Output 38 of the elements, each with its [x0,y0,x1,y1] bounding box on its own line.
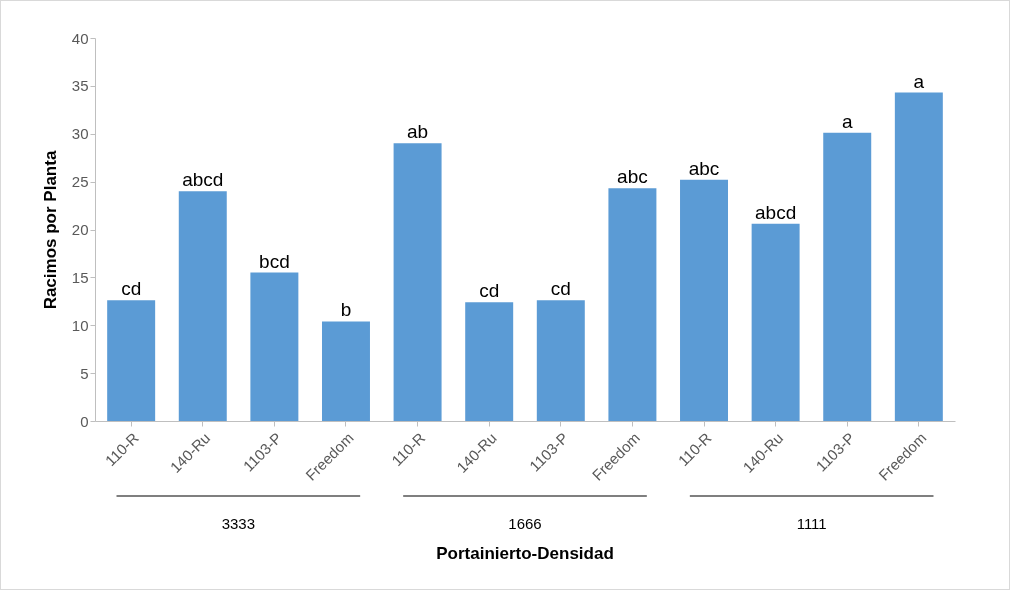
y-tick-label: 0 [80,412,89,430]
bar [250,272,299,421]
text: 3333 [221,515,256,532]
bar [393,143,442,421]
data-label: cd [479,280,500,302]
bar [823,132,872,421]
y-tick-label: 30 [71,125,89,143]
bar [751,223,800,421]
y-tick-label: 5 [80,364,89,382]
y-tick-label: 35 [71,77,89,95]
bar [536,300,585,421]
bar [321,321,370,421]
y-tick-label: 10 [71,316,89,334]
data-label: abcd [755,201,797,223]
data-label: a [841,110,853,132]
y-tick-label: 40 [71,29,89,47]
data-label: cd [121,278,142,300]
data-label: bcd [259,250,290,272]
y-axis-title: Racimos por Planta [40,150,60,310]
x-axis-title: Portainierto-Densidad [436,544,614,563]
data-label: ab [407,121,429,143]
y-tick-label: 15 [71,268,89,286]
bar [680,179,729,421]
bar [894,92,943,421]
data-label: abc [688,157,720,179]
bar [465,302,514,421]
y-tick-label: 25 [71,173,89,191]
data-label: a [913,70,925,92]
bar [178,191,227,421]
text: 1666 [508,515,542,532]
data-label: abc [617,166,648,188]
y-tick-label: 20 [71,221,89,238]
bar [107,300,156,421]
data-label: b [340,299,352,321]
bar [608,188,657,421]
data-label: abcd [182,169,224,191]
data-label: cd [550,278,571,300]
text: 1111 [796,515,827,532]
